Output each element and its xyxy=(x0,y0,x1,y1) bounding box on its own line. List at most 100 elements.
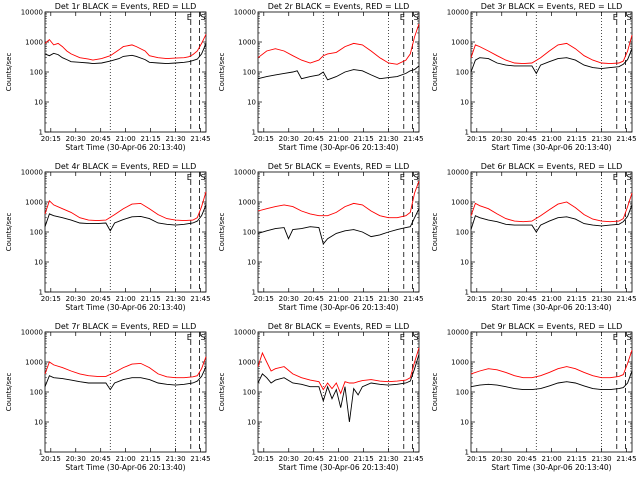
y-tick-label: 10 xyxy=(247,99,256,107)
x-tick-label: 21:45 xyxy=(403,455,423,463)
annotation-e: E xyxy=(187,173,192,182)
y-tick-label: 1 xyxy=(465,289,469,297)
plot-frame xyxy=(257,171,420,293)
x-tick-label: 20:30 xyxy=(279,455,299,463)
y-tick-label: 10000 xyxy=(447,329,469,337)
annotation-e: E xyxy=(400,173,405,182)
x-tick-label: 21:45 xyxy=(403,295,423,303)
y-tick-label: 10 xyxy=(34,259,43,267)
y-tick-label: 100 xyxy=(243,229,256,237)
y-tick-label: 1 xyxy=(39,289,43,297)
y-tick-label: 100 xyxy=(30,69,43,77)
y-axis-label: Counts/sec xyxy=(5,53,13,92)
annotation-e: E xyxy=(400,333,405,342)
series-line-lld xyxy=(44,356,207,379)
x-tick-label: 20:45 xyxy=(91,295,111,303)
chart-title: Det 6r BLACK = Events, RED = LLD xyxy=(481,162,623,171)
chart-title: Det 4r BLACK = Events, RED = LLD xyxy=(55,162,197,171)
annotation-e: E xyxy=(613,173,618,182)
x-tick-label: 20:45 xyxy=(304,295,324,303)
y-tick-label: 1 xyxy=(465,129,469,137)
x-tick-label: 20:15 xyxy=(467,455,487,463)
y-tick-label: 10000 xyxy=(21,329,43,337)
plot-frame xyxy=(257,11,420,133)
annotation-e: E xyxy=(613,333,618,342)
panel-4: Det 4r BLACK = Events, RED = LLD 1 10 100 10… xyxy=(5,162,211,312)
y-tick-label: 1000 xyxy=(451,199,469,207)
x-tick-label: 21:00 xyxy=(116,135,136,143)
x-tick-label: 20:30 xyxy=(66,295,86,303)
x-tick-label: 20:15 xyxy=(254,455,274,463)
x-tick-label: 20:30 xyxy=(492,455,512,463)
x-axis-label: Start Time (30-Apr-06 20:13:40) xyxy=(278,303,398,312)
annotation-e: E xyxy=(187,333,192,342)
series-line-events xyxy=(257,65,420,81)
x-tick-label: 21:30 xyxy=(378,295,398,303)
y-tick-label: 10 xyxy=(34,99,43,107)
x-tick-label: 21:45 xyxy=(190,135,210,143)
x-tick-label: 21:45 xyxy=(190,295,210,303)
x-tick-label: 21:30 xyxy=(378,455,398,463)
y-tick-label: 1000 xyxy=(238,359,256,367)
y-tick-label: 1000 xyxy=(25,39,43,47)
series-line-events xyxy=(257,354,420,423)
series-line-events xyxy=(257,208,420,245)
x-tick-label: 21:15 xyxy=(140,135,160,143)
annotation-s: S xyxy=(626,173,631,182)
x-tick-label: 21:30 xyxy=(591,135,611,143)
annotation-s: S xyxy=(200,333,205,342)
x-axis-label: Start Time (30-Apr-06 20:13:40) xyxy=(65,143,185,152)
plot-frame xyxy=(470,11,633,133)
x-tick-label: 20:30 xyxy=(279,135,299,143)
x-tick-label: 21:30 xyxy=(591,295,611,303)
x-tick-label: 21:00 xyxy=(329,135,349,143)
x-tick-label: 20:45 xyxy=(304,455,324,463)
panel-9: Det 9r BLACK = Events, RED = LLD 1 10 100 10… xyxy=(431,322,637,472)
x-tick-label: 20:45 xyxy=(517,135,537,143)
x-tick-label: 20:15 xyxy=(41,295,61,303)
series-line-events xyxy=(44,204,207,232)
y-tick-label: 10 xyxy=(247,419,256,427)
y-tick-label: 1000 xyxy=(25,359,43,367)
y-axis-label: Counts/sec xyxy=(218,53,226,92)
plot-frame xyxy=(257,331,420,453)
chart-title: Det 1r BLACK = Events, RED = LLD xyxy=(55,2,197,11)
annotation-s: S xyxy=(626,13,631,22)
x-tick-label: 20:30 xyxy=(66,455,86,463)
x-axis-label: Start Time (30-Apr-06 20:13:40) xyxy=(491,143,611,152)
x-tick-label: 21:15 xyxy=(140,455,160,463)
x-tick-label: 20:15 xyxy=(254,295,274,303)
annotation-e: E xyxy=(187,13,192,22)
x-tick-label: 20:45 xyxy=(304,135,324,143)
series-line-lld xyxy=(470,34,633,65)
x-tick-label: 21:45 xyxy=(616,295,636,303)
plot-frame xyxy=(44,331,207,453)
x-tick-label: 20:15 xyxy=(41,135,61,143)
panel-3: Det 3r BLACK = Events, RED = LLD 1 10 100 10… xyxy=(431,2,637,152)
plot-frame xyxy=(470,171,633,293)
x-tick-label: 20:45 xyxy=(91,135,111,143)
x-axis-label: Start Time (30-Apr-06 20:13:40) xyxy=(65,463,185,472)
y-tick-label: 10 xyxy=(460,419,469,427)
x-tick-label: 20:30 xyxy=(279,295,299,303)
plot-frame xyxy=(44,11,207,133)
series-line-lld xyxy=(257,347,420,395)
y-tick-label: 100 xyxy=(456,389,469,397)
y-tick-label: 1 xyxy=(252,129,256,137)
x-tick-label: 21:15 xyxy=(353,295,373,303)
series-line-events xyxy=(44,366,207,391)
series-line-lld xyxy=(257,23,420,65)
y-tick-label: 1000 xyxy=(451,359,469,367)
x-tick-label: 20:30 xyxy=(66,135,86,143)
chart-title: Det 9r BLACK = Events, RED = LLD xyxy=(481,322,623,331)
x-tick-label: 21:00 xyxy=(329,455,349,463)
x-tick-label: 21:15 xyxy=(566,455,586,463)
annotation-s: S xyxy=(413,333,418,342)
x-axis-label: Start Time (30-Apr-06 20:13:40) xyxy=(65,303,185,312)
y-tick-label: 10 xyxy=(34,419,43,427)
y-axis-label: Counts/sec xyxy=(431,53,439,92)
x-tick-label: 21:30 xyxy=(165,135,185,143)
panel-1: Det 1r BLACK = Events, RED = LLD 1 10 100 10… xyxy=(5,2,211,152)
chart-title: Det 3r BLACK = Events, RED = LLD xyxy=(481,2,623,11)
